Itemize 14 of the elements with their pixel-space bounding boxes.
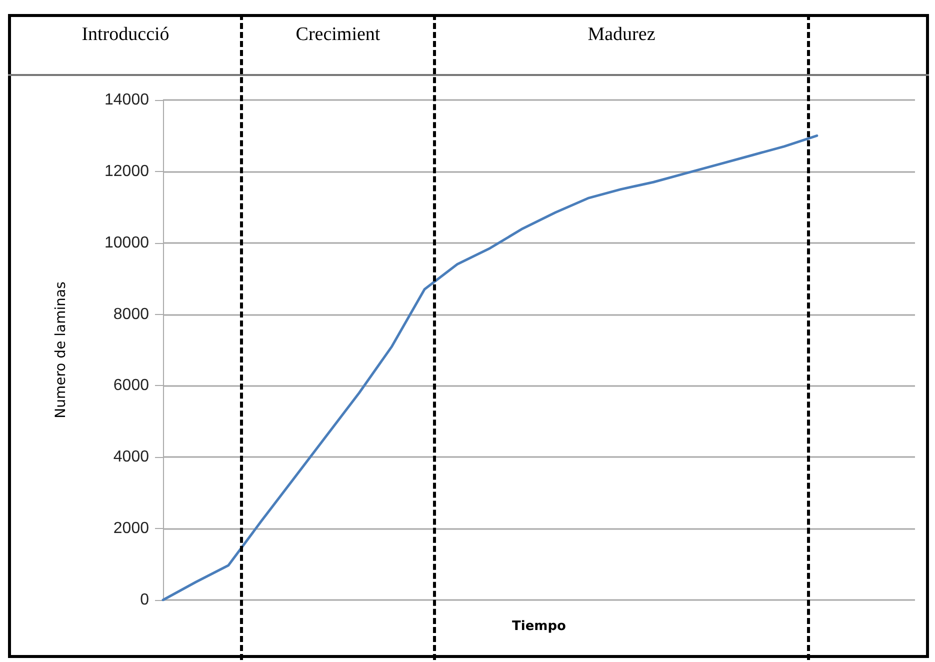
y-tick-label: 0 [140, 592, 150, 608]
y-tick-label: 4000 [113, 448, 150, 466]
y-tick-label: 2000 [113, 520, 150, 538]
y-tick-label: 10000 [104, 234, 150, 252]
y-tick-label: 14000 [104, 92, 150, 108]
y-tick-label: 8000 [113, 306, 150, 323]
y-tick-label: 12000 [104, 162, 150, 180]
y-tick-label: 6000 [113, 377, 150, 394]
line-series [162, 134, 818, 602]
text: Introducció [82, 24, 170, 46]
x-axis-title: Tiempo [512, 619, 566, 634]
y-axis-title: Numero de laminas [53, 282, 69, 418]
text: Crecimient [296, 24, 380, 46]
text: Madurez [588, 24, 656, 46]
